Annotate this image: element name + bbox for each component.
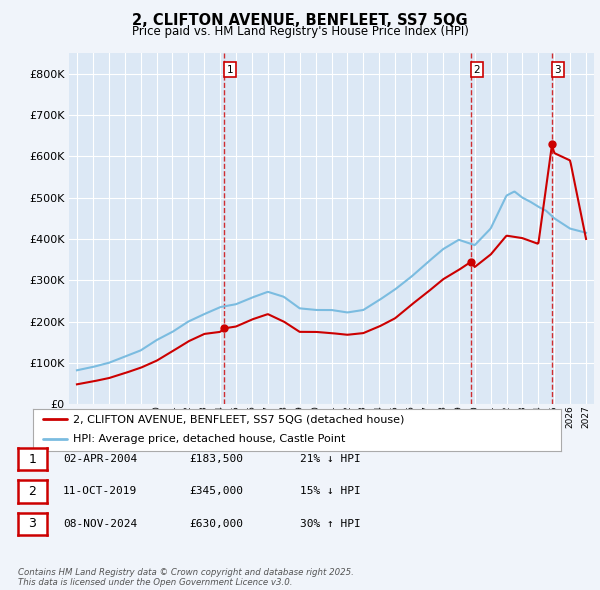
Text: Price paid vs. HM Land Registry's House Price Index (HPI): Price paid vs. HM Land Registry's House … xyxy=(131,25,469,38)
Text: 3: 3 xyxy=(554,65,561,74)
Text: 21% ↓ HPI: 21% ↓ HPI xyxy=(300,454,361,464)
Text: 2: 2 xyxy=(473,65,480,74)
Text: 2, CLIFTON AVENUE, BENFLEET, SS7 5QG: 2, CLIFTON AVENUE, BENFLEET, SS7 5QG xyxy=(132,13,468,28)
Text: 1: 1 xyxy=(227,65,233,74)
Text: 11-OCT-2019: 11-OCT-2019 xyxy=(63,487,137,496)
Text: 08-NOV-2024: 08-NOV-2024 xyxy=(63,519,137,529)
Text: £630,000: £630,000 xyxy=(189,519,243,529)
Text: 15% ↓ HPI: 15% ↓ HPI xyxy=(300,487,361,496)
Text: 2: 2 xyxy=(28,485,37,498)
Text: 3: 3 xyxy=(28,517,37,530)
Text: 02-APR-2004: 02-APR-2004 xyxy=(63,454,137,464)
Text: 30% ↑ HPI: 30% ↑ HPI xyxy=(300,519,361,529)
Text: 1: 1 xyxy=(28,453,37,466)
Text: Contains HM Land Registry data © Crown copyright and database right 2025.
This d: Contains HM Land Registry data © Crown c… xyxy=(18,568,354,587)
Text: £345,000: £345,000 xyxy=(189,487,243,496)
Text: £183,500: £183,500 xyxy=(189,454,243,464)
Text: HPI: Average price, detached house, Castle Point: HPI: Average price, detached house, Cast… xyxy=(73,434,345,444)
Text: 2, CLIFTON AVENUE, BENFLEET, SS7 5QG (detached house): 2, CLIFTON AVENUE, BENFLEET, SS7 5QG (de… xyxy=(73,415,404,424)
